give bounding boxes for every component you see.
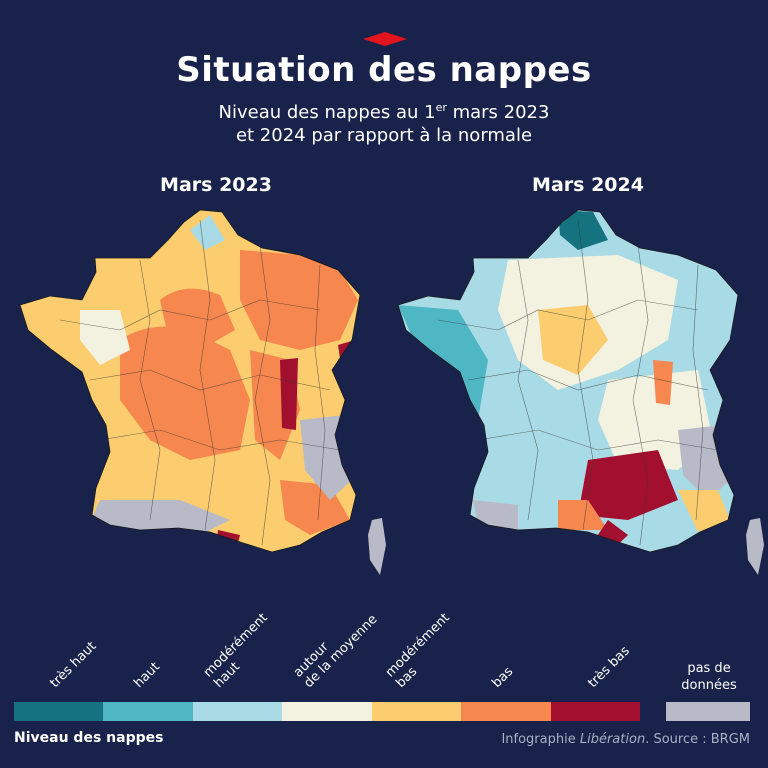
page-subtitle: Niveau des nappes au 1er mars 2023 et 20… [218, 101, 550, 146]
france-map-2023 [19, 209, 386, 575]
legend-swatch-no-data [666, 702, 750, 721]
legend-label-bas: bas [489, 664, 517, 691]
legend-swatch-moderement-bas [372, 702, 461, 721]
legend-label-autour-moyenne: autour de la moyenne [290, 611, 381, 691]
corsica-2024 [746, 518, 764, 575]
legend-label-moderement-bas: modérément bas [382, 610, 453, 691]
legend-label-no-data: pas de données [681, 661, 737, 693]
legend-swatch-haut [103, 702, 193, 721]
legend-swatch-tres-bas [551, 702, 640, 721]
legend-label-tres-bas: très bas [585, 643, 633, 691]
legend-label-haut: haut [131, 659, 163, 691]
corsica-2023 [368, 518, 386, 575]
credit-line: Infographie Libération. Source : BRGM [501, 732, 750, 747]
legend-swatch-tres-haut [14, 702, 103, 721]
legend-swatch-autour-moyenne [282, 702, 372, 721]
legend-label-tres-haut: très haut [47, 638, 100, 691]
map-label-2023: Mars 2023 [160, 174, 272, 196]
legend-label-moderement-haut: modérément haut [200, 610, 271, 691]
legend-swatch-moderement-haut [193, 702, 282, 721]
france-map-2024 [397, 209, 764, 575]
page-title: Situation des nappes [176, 50, 592, 90]
legend-title: Niveau des nappes [14, 730, 164, 746]
liberation-diamond-logo [363, 32, 407, 46]
map-label-2024: Mars 2024 [532, 174, 644, 196]
legend-swatch-bas [461, 702, 551, 721]
